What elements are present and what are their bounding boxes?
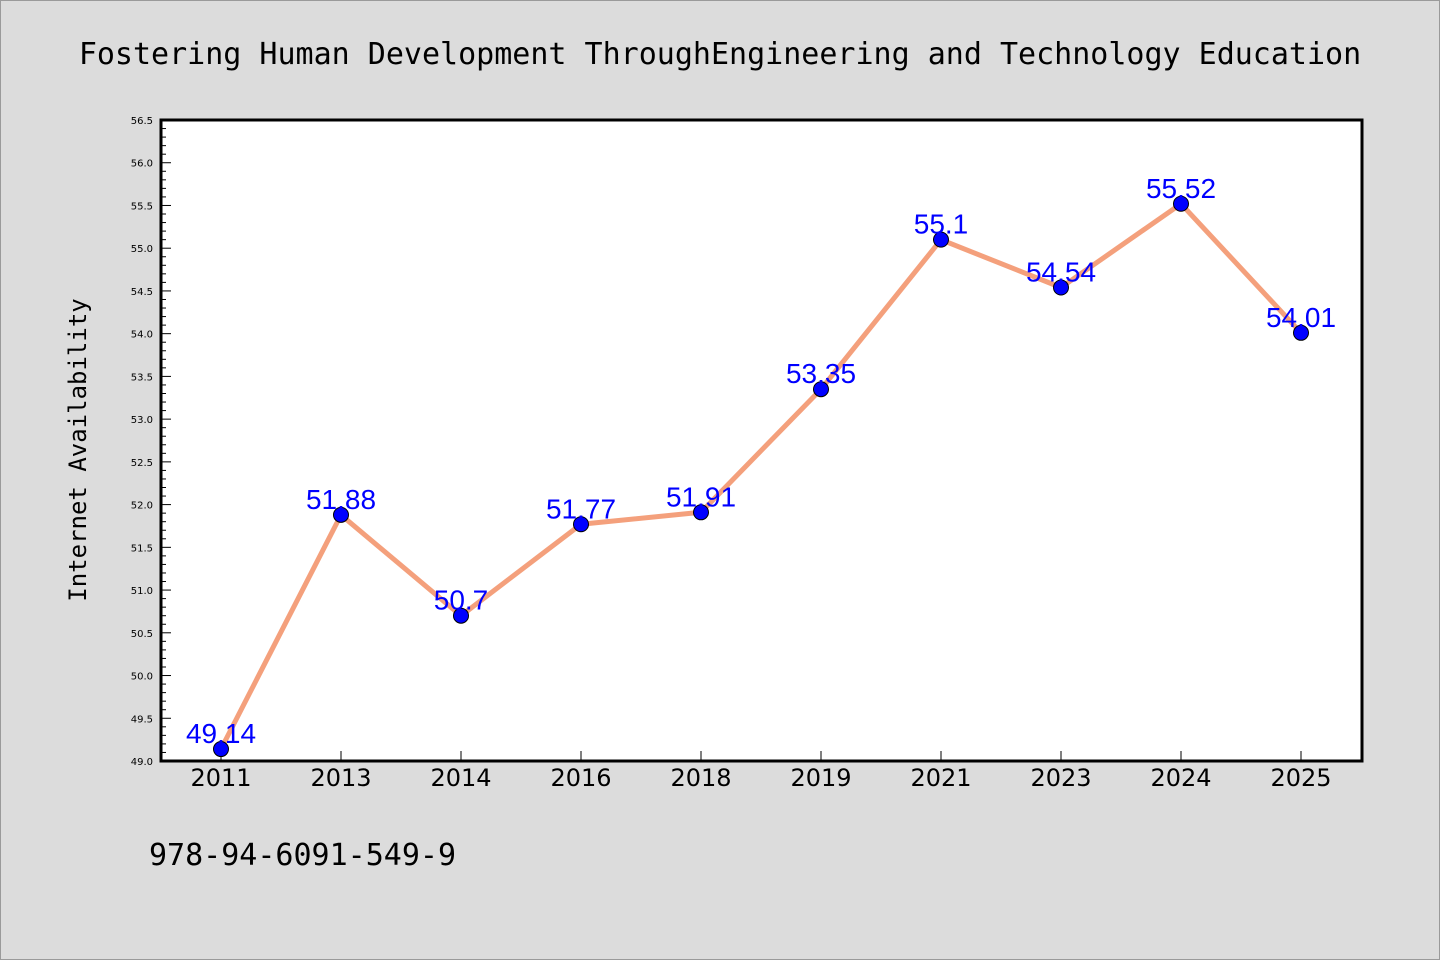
y-tick-label: 50.5 bbox=[131, 629, 153, 640]
data-labels: 49.14 51.88 50.7 51.77 51.91 53.35 55.1 54.54 55… bbox=[186, 173, 1336, 749]
data-point-label: 55.52 bbox=[1146, 173, 1216, 204]
chart-title: Fostering Human Development ThroughEngin… bbox=[79, 37, 1361, 72]
data-point-label: 51.91 bbox=[666, 481, 736, 512]
x-tick-label: 2025 bbox=[1270, 764, 1331, 792]
y-tick-label: 55.5 bbox=[131, 201, 153, 212]
x-tick-label: 2023 bbox=[1030, 764, 1091, 792]
y-tick-label: 55.0 bbox=[131, 244, 153, 255]
data-point-label: 49.14 bbox=[186, 718, 256, 749]
y-tick-label: 52.0 bbox=[131, 501, 153, 512]
data-point-marker bbox=[1293, 324, 1309, 341]
footer-isbn: 978-94-6091-549-9 bbox=[149, 838, 456, 873]
y-tick-label: 54.0 bbox=[131, 330, 153, 341]
x-tick-label: 2018 bbox=[670, 764, 731, 792]
data-point-marker bbox=[213, 741, 229, 758]
data-point-label: 53.35 bbox=[786, 358, 856, 389]
data-point-label: 50.7 bbox=[434, 585, 489, 616]
data-point-label: 51.77 bbox=[546, 493, 616, 524]
x-tick-label: 2011 bbox=[190, 764, 251, 792]
data-point-label: 54.54 bbox=[1026, 257, 1096, 288]
data-point-marker bbox=[933, 231, 949, 248]
x-tick-label: 2014 bbox=[430, 764, 491, 792]
y-tick-label: 53.5 bbox=[131, 372, 153, 383]
data-point-marker bbox=[813, 381, 829, 398]
data-point-label: 55.1 bbox=[914, 209, 969, 240]
data-markers bbox=[213, 195, 1309, 758]
x-tick-label: 2021 bbox=[910, 764, 971, 792]
data-point-marker bbox=[1053, 279, 1069, 296]
data-point-label: 51.88 bbox=[306, 484, 376, 515]
y-axis-label: Internet Availability bbox=[64, 298, 92, 601]
y-tick-label: 50.0 bbox=[131, 672, 153, 683]
y-tick-label: 52.5 bbox=[131, 458, 153, 469]
series-line bbox=[218, 201, 1303, 751]
y-tick-label: 51.5 bbox=[131, 543, 153, 554]
y-tick-label: 53.0 bbox=[131, 415, 153, 426]
y-tick-label: 49.5 bbox=[131, 714, 153, 725]
data-point-marker bbox=[1173, 195, 1189, 212]
x-tick-label: 2019 bbox=[790, 764, 851, 792]
x-tick-label: 2016 bbox=[550, 764, 611, 792]
plot-frame bbox=[159, 118, 1364, 763]
y-axis-tick-labels: 49.0 49.5 50.0 50.5 51.0 51.5 52.0 52.5 53.0 53.5… bbox=[131, 116, 153, 768]
y-tick-label: 51.0 bbox=[131, 586, 153, 597]
data-point-marker bbox=[453, 607, 469, 624]
x-tick-label: 2013 bbox=[310, 764, 371, 792]
x-axis-tick-labels: 2011 2013 2014 2016 2018 2019 2021 2023 2024 2025 bbox=[190, 764, 1331, 792]
data-point-label: 54.01 bbox=[1266, 302, 1336, 333]
x-tick-label: 2024 bbox=[1150, 764, 1211, 792]
y-tick-label: 56.0 bbox=[131, 159, 153, 170]
y-tick-label: 56.5 bbox=[131, 116, 153, 127]
data-point-marker bbox=[693, 504, 709, 521]
data-point-marker bbox=[333, 506, 349, 523]
y-tick-label: 54.5 bbox=[131, 287, 153, 298]
plot-area bbox=[161, 120, 1362, 761]
data-point-marker bbox=[573, 516, 589, 533]
y-tick-label: 49.0 bbox=[131, 757, 153, 768]
